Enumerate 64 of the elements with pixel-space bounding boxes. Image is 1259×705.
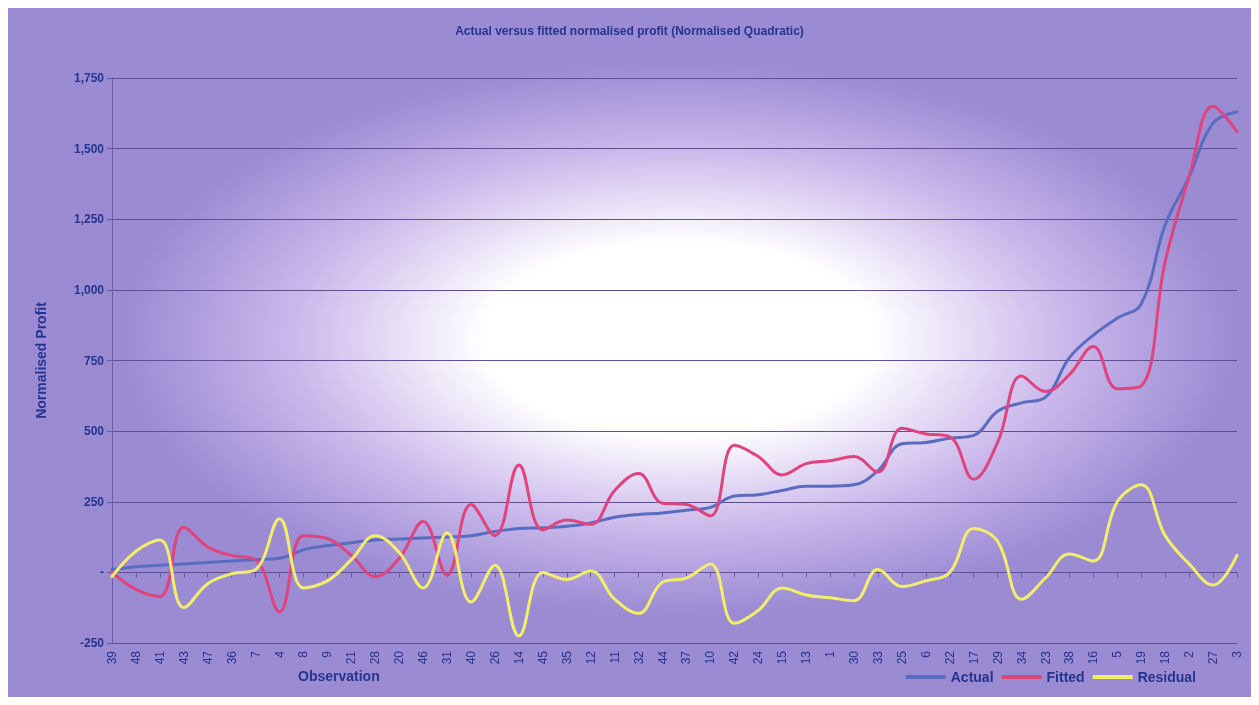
x-tick-label: 10 <box>703 650 718 665</box>
x-tick-label: 34 <box>1014 650 1029 665</box>
x-tick-label: 40 <box>464 650 479 665</box>
x-tick-label: 28 <box>368 650 383 665</box>
legend-label: Fitted <box>1046 669 1085 685</box>
x-tick-label: 4 <box>272 650 287 658</box>
x-tick-label: 36 <box>224 650 239 665</box>
line-series <box>110 483 1239 638</box>
x-tick-label: 14 <box>511 650 526 665</box>
x-tick-label: 45 <box>535 650 550 665</box>
y-tick-label: 1,250 <box>73 212 105 227</box>
x-tick-label: 33 <box>870 650 885 665</box>
x-tick-label: 5 <box>1110 650 1125 658</box>
x-tick-label: 11 <box>607 650 622 664</box>
x-tick-label: 31 <box>440 650 455 665</box>
x-tick-label: 46 <box>416 650 431 665</box>
x-tick-label: 17 <box>966 650 981 665</box>
x-tick-label: 27 <box>1206 650 1221 665</box>
y-axis-title: Normalised Profit <box>33 301 49 419</box>
y-tick-label: - <box>100 565 104 580</box>
y-tick-label: 1,000 <box>73 282 105 297</box>
y-tick-label: -250 <box>79 636 105 650</box>
y-tick-label: 1,500 <box>73 141 105 156</box>
x-tick-label: 22 <box>942 650 957 665</box>
legend-label: Residual <box>1137 669 1197 685</box>
x-tick-label: 21 <box>344 650 359 665</box>
x-tick-label: 20 <box>392 650 407 665</box>
x-tick-label: 24 <box>751 650 766 665</box>
x-tick-label: 9 <box>320 650 335 658</box>
x-axis-title: Observation <box>298 668 380 684</box>
x-tick-label: 39 <box>105 650 119 665</box>
x-tick-label: 37 <box>679 650 694 665</box>
x-tick-label: 15 <box>775 650 790 665</box>
x-tick-label: 7 <box>248 650 263 658</box>
x-tick-label: 3 <box>1230 650 1244 658</box>
x-tick-label: 30 <box>847 650 862 665</box>
x-tick-label: 25 <box>894 650 909 665</box>
y-tick-label: 250 <box>83 494 105 509</box>
x-tick-label: 44 <box>655 650 670 665</box>
legend-label: Actual <box>950 669 994 685</box>
x-tick-label: 16 <box>1086 650 1101 665</box>
x-tick-label: 8 <box>296 650 311 658</box>
x-tick-label: 42 <box>727 650 742 665</box>
x-tick-label: 35 <box>559 650 574 665</box>
x-tick-label: 38 <box>1062 650 1077 665</box>
x-tick-label: 1 <box>823 650 838 658</box>
x-tick-label: 41 <box>152 650 167 665</box>
x-tick-label: 43 <box>176 650 191 665</box>
x-tick-label: 32 <box>631 650 646 665</box>
x-tick-label: 26 <box>487 650 502 665</box>
x-tick-label: 47 <box>200 650 215 665</box>
y-tick-label: 750 <box>83 353 105 368</box>
x-tick-label: 6 <box>918 650 933 658</box>
y-tick-label: 1,750 <box>73 71 105 85</box>
x-tick-label: 12 <box>583 650 598 665</box>
x-tick-label: 2 <box>1182 650 1197 658</box>
y-tick-label: 500 <box>83 424 105 439</box>
x-tick-label: 48 <box>128 650 143 665</box>
x-tick-label: 18 <box>1158 650 1173 665</box>
x-tick-label: 23 <box>1038 650 1053 665</box>
x-tick-label: 13 <box>799 650 814 665</box>
x-tick-label: 19 <box>1134 650 1149 665</box>
x-tick-label: 29 <box>990 650 1005 665</box>
chart-title: Actual versus fitted normalised profit (Normalised Quadratic) <box>455 24 804 38</box>
